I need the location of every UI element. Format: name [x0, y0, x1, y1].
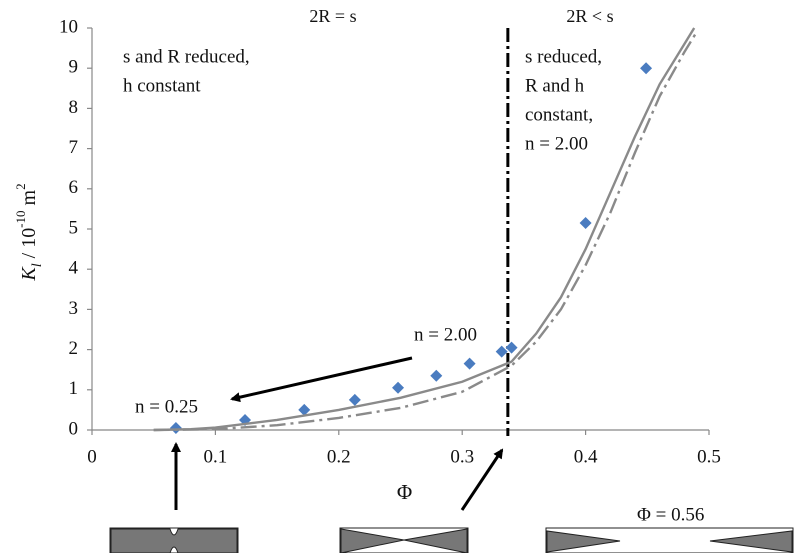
- data-point: [579, 216, 592, 229]
- data-point: [495, 345, 508, 358]
- annotation: constant,: [525, 104, 593, 125]
- arrow: [460, 448, 504, 511]
- y-tick-label: 2: [69, 338, 79, 359]
- y-tick-label: 9: [69, 57, 79, 78]
- schematic-shape: [340, 528, 468, 553]
- y-tick-label: 0: [69, 418, 79, 439]
- y-tick-label: 4: [69, 258, 79, 279]
- y-tick-label: 8: [69, 97, 79, 118]
- data-point: [505, 341, 518, 354]
- y-tick-label: 3: [69, 298, 79, 319]
- y-axis-label-part: l: [30, 263, 45, 267]
- annotation: h constant: [123, 75, 201, 96]
- annotation: n = 2.00: [414, 324, 477, 345]
- y-axis-label-part: -10: [13, 210, 28, 227]
- y-axis-label-part: m: [18, 189, 40, 210]
- data-point: [169, 421, 182, 434]
- schematic-shape: [110, 528, 238, 553]
- x-tick-label: 0: [87, 446, 97, 467]
- y-tick-label: 6: [69, 177, 79, 198]
- arrows: [171, 356, 504, 511]
- y-axis-label-part: K: [18, 266, 40, 282]
- data-point: [640, 62, 653, 75]
- region-label: 2R = s: [309, 6, 356, 26]
- y-axis-label-part: 2: [13, 183, 28, 190]
- data-point: [430, 369, 443, 382]
- schematic-shape: [546, 530, 793, 553]
- y-axis-label: Kl / 10-10 m2: [13, 183, 44, 281]
- annotation: Φ = 0.56: [637, 504, 704, 525]
- x-tick-label: 0.1: [204, 446, 228, 467]
- y-tick-label: 1: [69, 378, 79, 399]
- annotation: n = 0.25: [135, 396, 198, 417]
- arrow: [230, 356, 413, 403]
- annotation: n = 2.00: [525, 133, 588, 154]
- x-tick-label: 0.4: [574, 446, 598, 467]
- y-axis-label-part: / 10: [18, 228, 40, 264]
- data-point: [348, 393, 361, 406]
- annotation: R and h: [525, 75, 585, 96]
- x-axis-label: Φ: [397, 480, 412, 504]
- data-point: [392, 381, 405, 394]
- x-tick-label: 0.2: [327, 446, 351, 467]
- x-tick-label: 0.3: [450, 446, 474, 467]
- model-line-dashdot: [153, 31, 698, 432]
- data-point: [298, 403, 311, 416]
- y-tick-label: 7: [69, 137, 79, 158]
- y-tick-label: 10: [59, 16, 78, 37]
- schematics: [109, 527, 794, 553]
- x-tick-label: 0.5: [697, 446, 721, 467]
- annotation: s and R reduced,: [123, 46, 250, 67]
- y-tick-label: 5: [69, 217, 79, 238]
- data-point: [463, 357, 476, 370]
- region-label: 2R < s: [566, 6, 613, 26]
- model-line: [153, 27, 696, 432]
- annotation: s reduced,: [525, 46, 602, 67]
